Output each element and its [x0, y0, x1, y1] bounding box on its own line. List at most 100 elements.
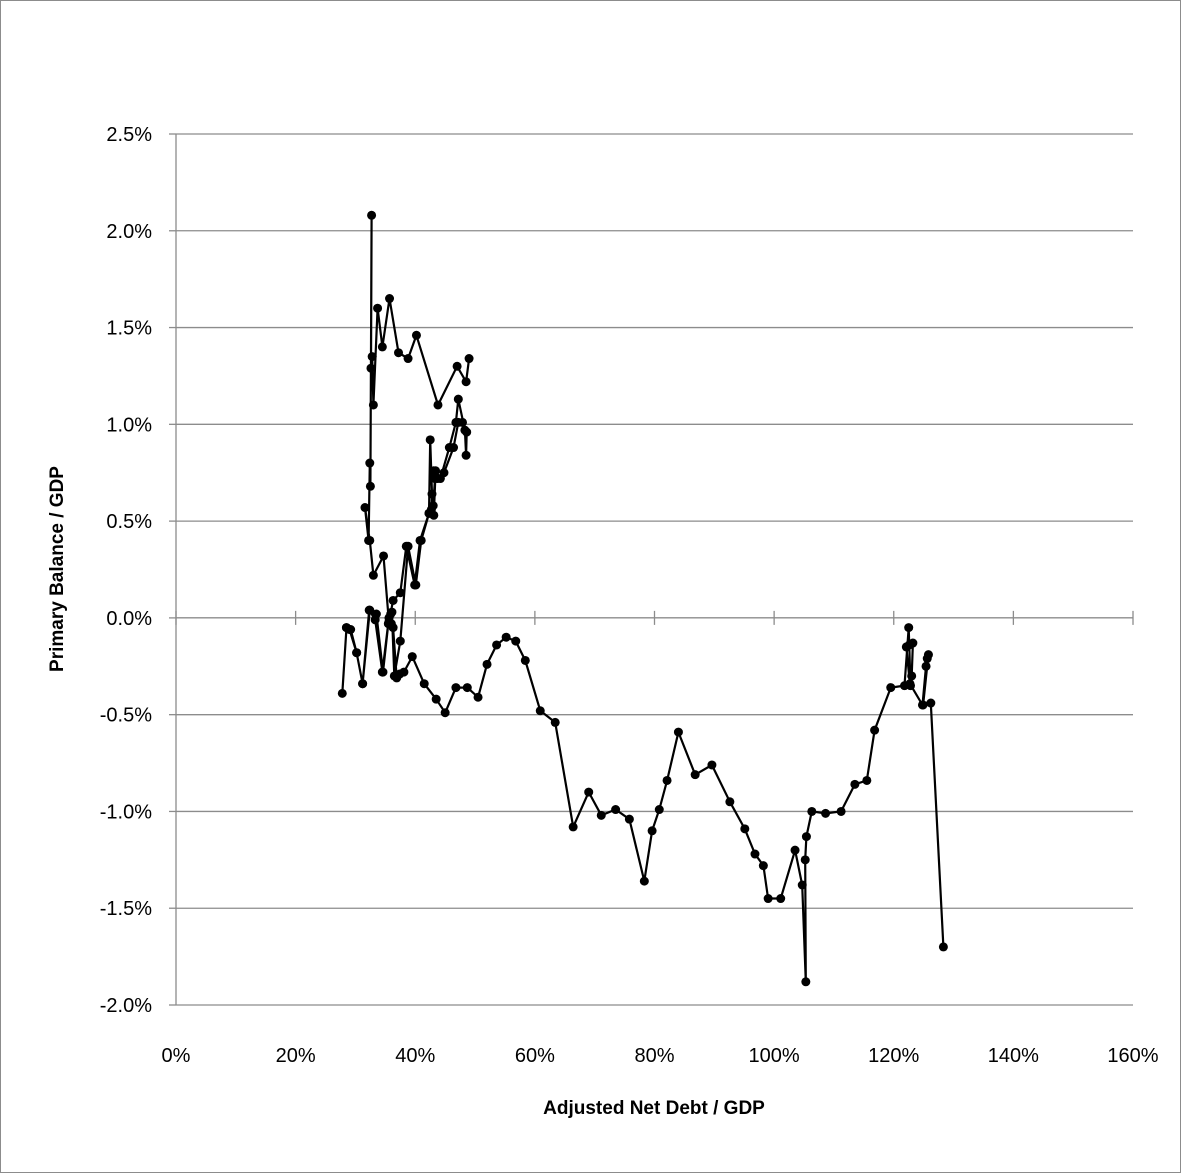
data-point	[907, 671, 917, 681]
x-tick-label: 80%	[634, 1045, 674, 1067]
data-point	[337, 688, 347, 698]
data-point	[662, 775, 672, 785]
data-point	[836, 806, 846, 816]
data-point	[790, 845, 800, 855]
x-tick-labels: 0% 20% 40% 60% 80% 100% 120% 140% 160%	[162, 1045, 1159, 1067]
data-point	[411, 580, 421, 590]
data-point	[520, 655, 530, 665]
data-point	[366, 363, 376, 373]
data-point	[346, 625, 356, 635]
data-point	[425, 435, 435, 445]
y-axis-title: Primary Balance / GDP	[47, 466, 68, 672]
data-point	[905, 679, 915, 689]
data-point	[673, 727, 683, 737]
data-point	[938, 942, 948, 952]
data-point	[461, 377, 471, 387]
data-point	[584, 787, 594, 797]
data-point	[763, 894, 773, 904]
y-tick-label: -0.5%	[100, 705, 152, 727]
data-point	[511, 636, 521, 646]
data-point	[439, 468, 449, 478]
data-point	[424, 508, 434, 518]
data-point	[923, 650, 933, 660]
data-point	[365, 458, 375, 468]
x-tick-label: 160%	[1107, 1045, 1158, 1067]
y-tick-label: -1.5%	[100, 898, 152, 920]
data-point	[431, 694, 441, 704]
data-point	[482, 659, 492, 669]
data-point	[453, 417, 463, 427]
data-point	[611, 805, 621, 815]
data-point	[918, 700, 928, 710]
data-point	[807, 806, 817, 816]
data-point	[433, 400, 443, 410]
data-point	[647, 826, 657, 836]
data-point	[862, 775, 872, 785]
data-series	[337, 210, 948, 987]
data-point	[368, 400, 378, 410]
data-point	[501, 632, 511, 642]
y-tick-label: 0.5%	[106, 511, 152, 533]
data-point	[388, 595, 398, 605]
data-point	[403, 354, 413, 364]
data-point	[870, 725, 880, 735]
series-line	[341, 214, 945, 983]
data-point	[535, 706, 545, 716]
data-point	[639, 876, 649, 886]
data-point	[797, 880, 807, 890]
data-point	[407, 652, 417, 662]
data-point	[403, 541, 413, 551]
data-point	[473, 692, 483, 702]
x-axis-title: Adjusted Net Debt / GDP	[543, 1098, 765, 1119]
data-point	[850, 779, 860, 789]
data-point	[464, 354, 474, 364]
data-point	[904, 623, 914, 633]
data-point	[419, 679, 429, 689]
data-point	[901, 642, 911, 652]
data-point	[461, 450, 471, 460]
data-point	[690, 770, 700, 780]
data-point	[801, 977, 811, 987]
data-point	[654, 805, 664, 815]
data-point	[379, 551, 389, 561]
data-point	[492, 640, 502, 650]
y-tick-label: 1.0%	[106, 414, 152, 436]
data-point	[821, 808, 831, 818]
data-point	[596, 810, 606, 820]
data-point	[360, 503, 370, 513]
x-tick-label: 20%	[276, 1045, 316, 1067]
data-point	[750, 849, 760, 859]
data-point	[352, 648, 362, 658]
data-point	[367, 352, 377, 362]
data-point	[429, 466, 439, 476]
data-point	[758, 861, 768, 871]
data-point	[365, 605, 375, 615]
x-tick-label: 100%	[749, 1045, 800, 1067]
y-tick-label: 0.0%	[106, 608, 152, 630]
y-tick-labels: 2.5% 2.0% 1.5% 1.0% 0.5% 0.0% -0.5% -1.0% -1.5% -…	[100, 124, 152, 1017]
data-point	[449, 443, 459, 453]
data-point	[452, 361, 462, 371]
axes	[169, 133, 1134, 1006]
data-point	[926, 698, 936, 708]
gridlines	[176, 133, 1133, 1006]
data-point	[385, 294, 395, 304]
data-point	[462, 683, 472, 693]
data-point	[624, 814, 634, 824]
data-point	[371, 609, 381, 619]
y-tick-label: -1.0%	[100, 801, 152, 823]
data-point	[921, 661, 931, 671]
data-point	[395, 588, 405, 598]
data-point	[411, 330, 421, 340]
data-point	[462, 427, 472, 437]
data-point	[427, 489, 437, 499]
data-point	[801, 832, 811, 842]
data-point	[550, 717, 560, 727]
data-point	[451, 683, 461, 693]
data-point	[740, 824, 750, 834]
data-point	[430, 474, 440, 484]
data-point	[776, 894, 786, 904]
y-tick-label: 2.0%	[106, 221, 152, 243]
x-tick-label: 40%	[395, 1045, 435, 1067]
